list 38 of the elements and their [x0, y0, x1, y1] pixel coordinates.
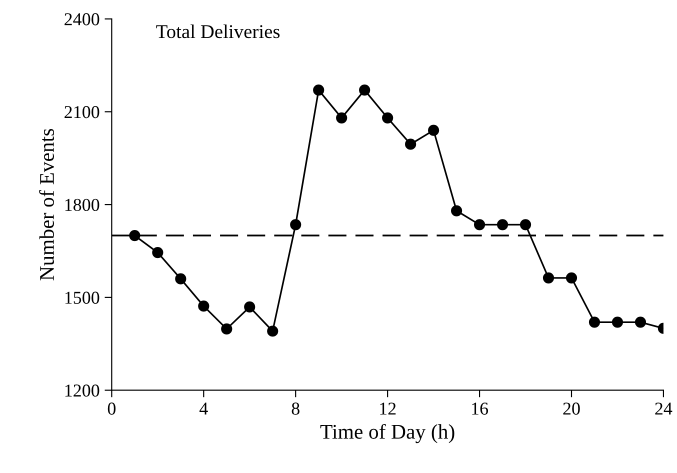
point [336, 112, 348, 124]
point [382, 112, 394, 124]
point [542, 272, 554, 284]
point [634, 316, 646, 328]
y-tick-label: 2100 [64, 106, 100, 118]
y-tick-label: 1500 [65, 292, 100, 304]
point [474, 219, 486, 230]
x-tick-label: 12 [380, 402, 396, 415]
point [450, 205, 462, 216]
x-tick-label: 0 [108, 402, 116, 415]
point [359, 84, 370, 96]
point [267, 326, 278, 337]
point [152, 246, 164, 258]
point [198, 300, 210, 312]
point [405, 138, 416, 150]
y-axis-title: Number of Events [39, 128, 54, 280]
chart-title: Total Deliveries [156, 24, 280, 38]
y-tick-label: 2400 [64, 13, 100, 26]
point [520, 219, 532, 230]
point [290, 219, 302, 230]
point [175, 273, 186, 284]
point [313, 84, 324, 96]
point [496, 219, 508, 230]
point [221, 323, 232, 335]
x-tick-label: 24 [655, 402, 672, 415]
y-tick-label: 1200 [65, 384, 100, 397]
point [566, 272, 578, 284]
point [428, 124, 440, 136]
point [244, 301, 256, 313]
y-tick-label: 1800 [65, 198, 100, 212]
x-tick-label: 16 [472, 402, 488, 415]
point [588, 316, 600, 328]
x-tick-label: 4 [200, 402, 208, 415]
x-tick-label: 8 [292, 402, 300, 415]
x-tick-label: 20 [563, 402, 580, 415]
point [129, 230, 140, 242]
x-axis-title: Time of Day (h) [320, 424, 454, 444]
point [612, 316, 624, 328]
